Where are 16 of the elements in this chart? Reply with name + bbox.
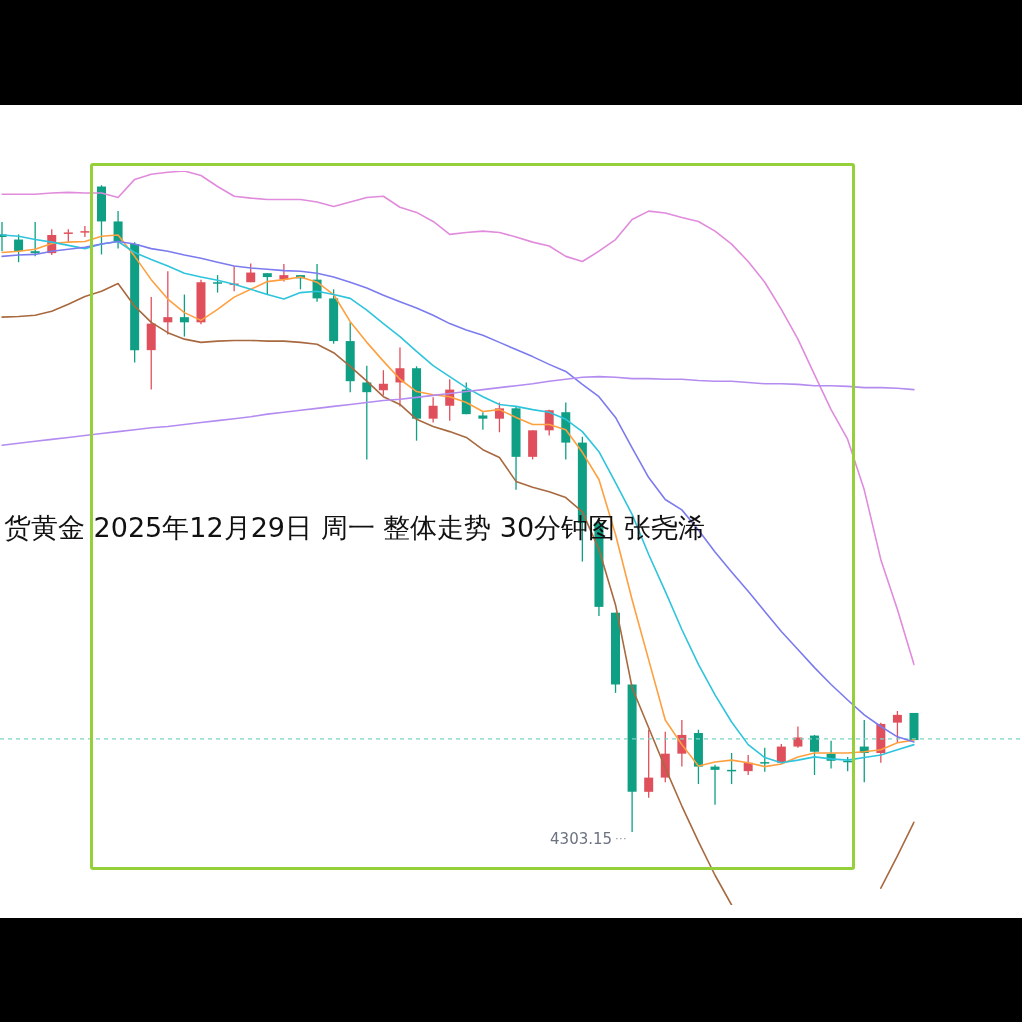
candlestick	[810, 734, 820, 776]
annotation: 4303.15	[550, 829, 613, 848]
candlestick	[262, 272, 272, 296]
candlestick	[362, 365, 372, 461]
candlestick	[428, 396, 438, 424]
candlestick	[478, 411, 488, 431]
candlestick	[710, 764, 720, 806]
candlestick	[793, 725, 803, 749]
candlestick	[30, 221, 40, 258]
candlestick	[644, 729, 654, 799]
candlestick	[378, 369, 388, 397]
candlestick	[179, 293, 189, 338]
candlestick	[892, 710, 902, 744]
candlestick	[760, 747, 770, 773]
candlestick	[80, 225, 90, 238]
candlestick	[163, 270, 173, 336]
